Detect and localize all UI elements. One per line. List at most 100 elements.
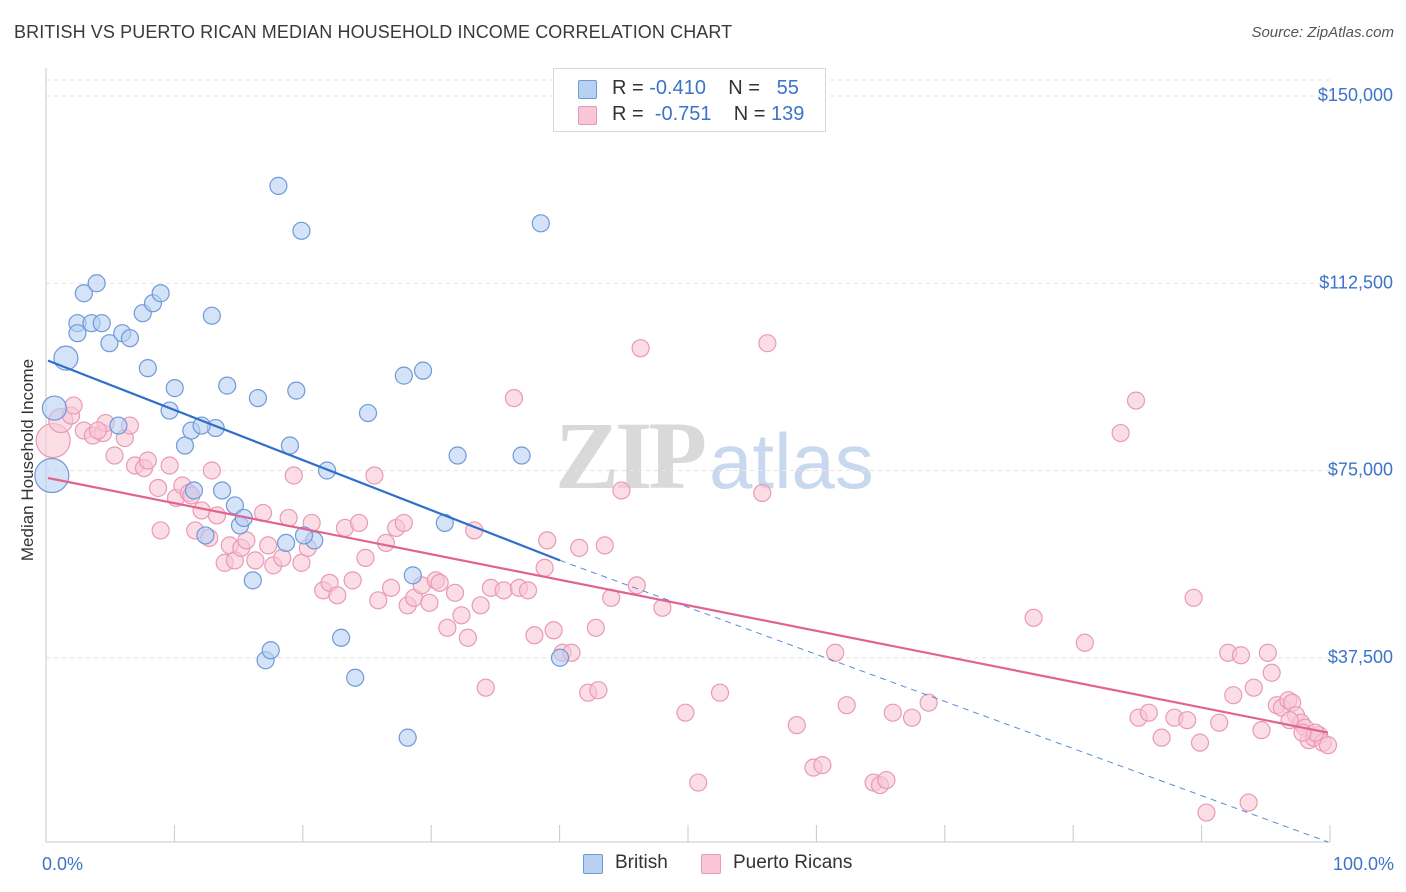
point-puerto-ricans	[1231, 646, 1251, 665]
point-british	[294, 526, 314, 545]
point-puerto-ricans	[369, 591, 388, 610]
point-puerto-ricans	[438, 618, 457, 637]
legend-n-label: N =	[728, 77, 766, 99]
x-tick-label-min: 0.0%	[42, 854, 83, 874]
legend-swatch-british	[578, 80, 597, 99]
point-puerto-ricans	[381, 578, 401, 597]
point-british	[413, 361, 433, 380]
watermark-atlas: atlas	[709, 417, 874, 505]
legend-text-british: R = -0.410 N = 55	[612, 77, 799, 100]
legend-text-puerto-ricans: R = -0.751 N = 139	[612, 103, 804, 126]
point-puerto-ricans	[1075, 633, 1094, 652]
point-british	[100, 334, 119, 353]
point-puerto-ricans	[237, 531, 256, 550]
point-puerto-ricans	[1252, 721, 1271, 740]
point-british	[448, 446, 467, 465]
point-puerto-ricans	[826, 643, 845, 662]
point-british	[403, 566, 422, 585]
point-british	[74, 284, 93, 303]
point-british	[225, 496, 244, 515]
point-puerto-ricans	[138, 451, 157, 470]
point-puerto-ricans	[349, 513, 369, 533]
point-puerto-ricans	[160, 456, 179, 475]
point-british	[276, 533, 296, 553]
y-tick-label: $112,500	[1319, 272, 1393, 292]
point-puerto-ricans	[837, 696, 856, 715]
point-british	[550, 648, 570, 667]
point-british	[151, 284, 170, 303]
legend-r-label: R =	[612, 77, 650, 99]
point-puerto-ricans	[284, 466, 303, 485]
point-puerto-ricans	[544, 621, 563, 640]
point-puerto-ricans	[753, 483, 772, 503]
point-puerto-ricans	[877, 770, 896, 790]
y-tick-label: $37,500	[1328, 647, 1393, 667]
point-puerto-ricans	[1197, 803, 1216, 822]
point-puerto-ricans	[1111, 423, 1130, 443]
y-tick-label: $150,000	[1318, 85, 1393, 105]
point-puerto-ricans	[883, 703, 902, 722]
point-puerto-ricans	[64, 396, 83, 415]
point-puerto-ricans	[343, 571, 362, 590]
point-puerto-ricans	[787, 716, 806, 735]
point-puerto-ricans	[246, 551, 265, 570]
point-puerto-ricans	[1318, 736, 1338, 755]
point-puerto-ricans	[627, 576, 646, 595]
point-puerto-ricans	[376, 533, 396, 553]
point-puerto-ricans	[259, 536, 278, 555]
legend-r-value: -0.410	[649, 77, 706, 99]
point-british	[269, 176, 288, 195]
point-british	[175, 436, 195, 455]
point-puerto-ricans	[1244, 678, 1263, 697]
point-puerto-ricans	[394, 513, 413, 533]
watermark: ZIPatlas	[555, 400, 874, 511]
point-puerto-ricans	[471, 596, 490, 615]
y-tick-label: $75,000	[1328, 460, 1393, 480]
point-puerto-ricans	[494, 581, 513, 600]
point-puerto-ricans	[420, 593, 439, 612]
bottom-legend-label-british: British	[615, 852, 668, 873]
point-british	[138, 359, 157, 378]
point-puerto-ricans	[1139, 703, 1158, 722]
point-british	[280, 436, 300, 455]
point-british	[212, 481, 232, 500]
point-puerto-ricans	[902, 708, 922, 727]
point-british	[248, 388, 268, 408]
legend-r-value: -0.751	[654, 103, 712, 125]
point-puerto-ricans	[148, 478, 168, 498]
legend-r-label: R =	[612, 103, 650, 125]
point-puerto-ricans	[1224, 686, 1243, 705]
point-british	[34, 457, 70, 494]
point-puerto-ricans	[631, 339, 650, 358]
legend-n-value: 139	[771, 103, 805, 125]
point-british	[109, 416, 128, 435]
point-british	[531, 214, 550, 233]
point-british	[287, 381, 306, 400]
point-puerto-ricans	[1184, 588, 1203, 607]
point-puerto-ricans	[365, 466, 384, 485]
point-puerto-ricans	[589, 681, 608, 700]
point-british	[218, 376, 237, 395]
trend-line-puerto-ricans	[47, 476, 1329, 734]
chart-title: BRITISH VS PUERTO RICAN MEDIAN HOUSEHOLD…	[14, 22, 733, 42]
x-tick-label-max: 100.0%	[1333, 854, 1394, 874]
trend-extension-british	[559, 559, 1329, 843]
point-puerto-ricans	[1258, 643, 1277, 662]
point-puerto-ricans	[292, 553, 311, 572]
point-british	[398, 728, 417, 747]
point-puerto-ricans	[518, 581, 538, 600]
point-british	[512, 446, 531, 465]
point-puerto-ricans	[1190, 733, 1210, 752]
point-puerto-ricans	[535, 558, 554, 577]
point-british	[68, 324, 87, 343]
point-british	[332, 628, 351, 647]
correlation-legend: R = -0.410 N = 55 R = -0.751 N = 139	[553, 68, 826, 132]
point-british	[261, 641, 280, 660]
point-puerto-ricans	[1126, 391, 1146, 410]
point-puerto-ricans	[88, 421, 108, 440]
point-british	[202, 306, 221, 325]
point-puerto-ricans	[689, 773, 708, 792]
point-british	[358, 403, 378, 423]
point-puerto-ricans	[445, 583, 465, 602]
